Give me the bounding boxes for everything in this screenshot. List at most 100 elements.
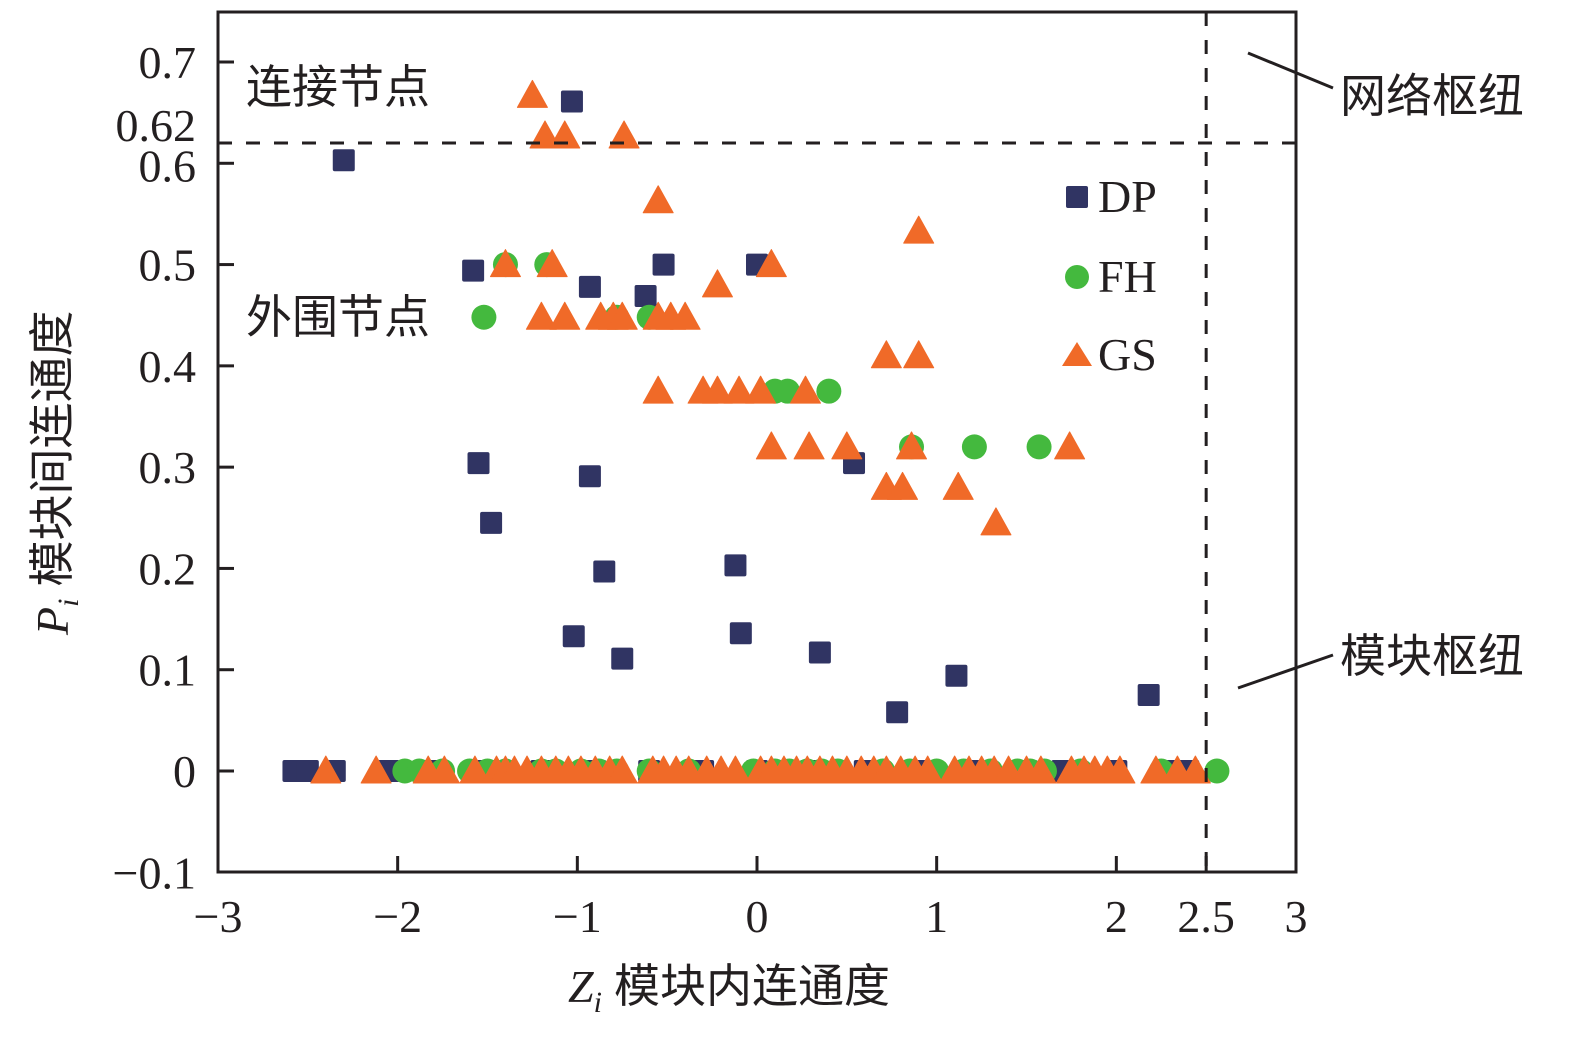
point-gs-26	[755, 431, 787, 460]
point-gs-38	[428, 755, 460, 784]
network-hubs-label: 网络枢纽	[1340, 69, 1524, 123]
point-gs-5	[489, 249, 521, 278]
y-tick-label: 0.6	[139, 140, 197, 191]
point-gs-57	[719, 755, 751, 784]
point-dp-4	[652, 253, 675, 276]
point-gs-28	[831, 431, 863, 460]
point-dp-9	[578, 465, 601, 488]
point-dp-5	[634, 284, 657, 307]
point-gs-39	[459, 755, 491, 784]
x-tick-label: 3	[1285, 891, 1308, 942]
series-dp	[282, 90, 1200, 782]
point-dp-17	[886, 701, 909, 724]
point-gs-83	[1104, 755, 1136, 784]
x-tick-label: 2	[1105, 891, 1128, 942]
x-tick-label: −1	[553, 891, 602, 942]
point-dp-7	[467, 452, 490, 475]
point-dp-3	[578, 275, 601, 298]
point-gs-6	[536, 249, 568, 278]
module-hubs-label: 模块枢纽	[1340, 629, 1524, 683]
x-tick-label: −3	[194, 891, 243, 942]
threshold-lines	[218, 12, 1296, 872]
point-gs-32	[887, 471, 919, 500]
y-tick-label: 0.3	[139, 442, 197, 493]
point-gs-9	[701, 269, 733, 298]
point-gs-30	[1054, 431, 1086, 460]
point-dp-12	[562, 625, 585, 648]
point-gs-4	[642, 185, 674, 214]
point-gs-71	[912, 755, 944, 784]
point-gs-33	[942, 471, 974, 500]
point-gs-0	[516, 79, 548, 108]
point-gs-10	[525, 301, 557, 330]
point-gs-8	[903, 215, 935, 244]
point-gs-17	[669, 301, 701, 330]
network-hubs-leader-line	[1247, 51, 1334, 90]
y-axis-symbol: P	[27, 607, 78, 636]
point-dp-0	[332, 149, 355, 172]
point-gs-3	[608, 120, 640, 149]
legend-label-dp: DP	[1098, 171, 1157, 222]
y-tick-label: 0.5	[139, 240, 197, 291]
point-gs-18	[642, 375, 674, 404]
y-tick-label: 0.62	[116, 100, 197, 151]
legend: DP FH GS	[1062, 171, 1157, 380]
point-gs-86	[1179, 755, 1211, 784]
point-gs-1	[529, 120, 561, 149]
x-axis-subscript: i	[594, 986, 602, 1019]
axis-tick-labels: −3 −2 −1 0 1 2 2.5 3 −0.1 0 0.1 0.2 0.3 0.4 0.5 0.60.62…	[113, 37, 1308, 942]
legend-marker-dp	[1066, 186, 1088, 208]
point-fh-7	[816, 378, 842, 404]
legend-marker-fh	[1065, 265, 1089, 289]
y-axis-subscript: i	[52, 599, 85, 607]
point-fh-0	[471, 304, 497, 330]
point-gs-35	[310, 755, 342, 784]
point-dp-15	[808, 641, 831, 664]
y-tick-label: −0.1	[113, 847, 196, 898]
point-dp-8	[480, 511, 503, 534]
x-tick-label: 1	[925, 891, 948, 942]
legend-label-gs: GS	[1098, 329, 1157, 380]
point-dp-21	[296, 760, 319, 782]
y-axis-text: 模块间连通度	[25, 311, 79, 587]
connector-nodes-label: 连接节点	[246, 60, 430, 114]
x-axis-text: 模块内连通度	[614, 959, 890, 1013]
point-gs-25	[903, 340, 935, 369]
x-axis-symbol: Z	[568, 961, 594, 1012]
point-dp-18	[945, 664, 968, 687]
legend-label-fh: FH	[1098, 251, 1157, 302]
point-gs-7	[755, 249, 787, 278]
point-gs-50	[606, 755, 638, 784]
point-gs-84	[1140, 755, 1172, 784]
y-axis-title: Pi 模块间连通度	[25, 311, 85, 636]
x-tick-label: 0	[746, 891, 769, 942]
series-gs	[310, 79, 1211, 784]
point-gs-34	[980, 507, 1012, 536]
legend-marker-gs	[1062, 342, 1092, 366]
x-axis-title: Zi 模块内连通度	[568, 959, 890, 1019]
point-gs-2	[549, 120, 581, 149]
point-gs-23	[790, 375, 822, 404]
point-gs-78	[1025, 755, 1057, 784]
point-dp-11	[724, 554, 747, 577]
module-hubs-leader-line	[1237, 653, 1334, 690]
point-dp-10	[593, 560, 616, 583]
point-fh-40	[1204, 758, 1230, 784]
x-tick-label: 2.5	[1177, 891, 1235, 942]
axis-ticks	[218, 60, 1208, 872]
point-gs-11	[549, 301, 581, 330]
data-marks	[282, 79, 1230, 784]
point-gs-29	[896, 431, 928, 460]
point-dp-14	[729, 622, 752, 645]
point-fh-9	[961, 434, 987, 460]
point-dp-19	[1137, 684, 1160, 707]
plot-frame	[216, 10, 1298, 874]
point-gs-22	[745, 375, 777, 404]
x-tick-label: −2	[373, 891, 422, 942]
y-tick-label: 0	[173, 746, 196, 797]
point-gs-21	[723, 375, 755, 404]
point-dp-1	[560, 90, 583, 113]
point-gs-36	[360, 755, 392, 784]
y-tick-label: 0.2	[139, 543, 197, 594]
